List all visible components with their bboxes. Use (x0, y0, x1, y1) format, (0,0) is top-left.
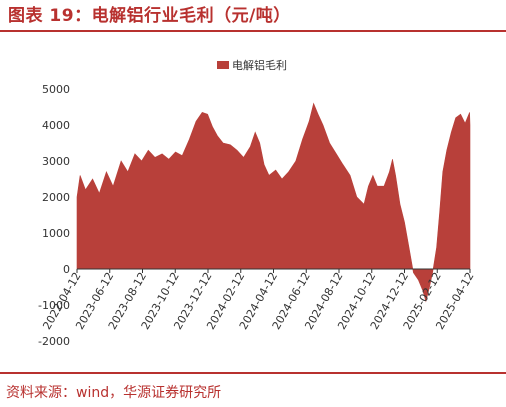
y-tick-label: 0 (63, 263, 70, 276)
y-tick-label: -2000 (38, 335, 70, 348)
y-tick-label: 2000 (42, 191, 70, 204)
legend-swatch (217, 61, 229, 69)
y-tick-label: 4000 (42, 119, 70, 132)
footer-rule (0, 372, 506, 374)
series-area (76, 102, 471, 303)
y-tick-label: -1000 (38, 299, 70, 312)
legend: 电解铝毛利 (217, 58, 287, 72)
title-rule (0, 30, 506, 32)
source-note: 资料来源：wind，华源证券研究所 (6, 385, 222, 401)
y-axis: -2000 -1000 0 1000 2000 3000 4000 5000 (38, 83, 70, 348)
y-tick-label: 3000 (42, 155, 70, 168)
x-axis: 2022-04-122023-06-122023-08-122023-10-12… (40, 269, 477, 332)
chart-title: 图表 19：电解铝行业毛利（元/吨） (8, 6, 291, 26)
y-tick-label: 5000 (42, 83, 70, 96)
y-tick-label: 1000 (42, 227, 70, 240)
legend-label: 电解铝毛利 (232, 58, 287, 72)
area-chart: 电解铝毛利 -2000 -1000 0 1000 2000 3000 4000 5000 20… (38, 58, 477, 348)
